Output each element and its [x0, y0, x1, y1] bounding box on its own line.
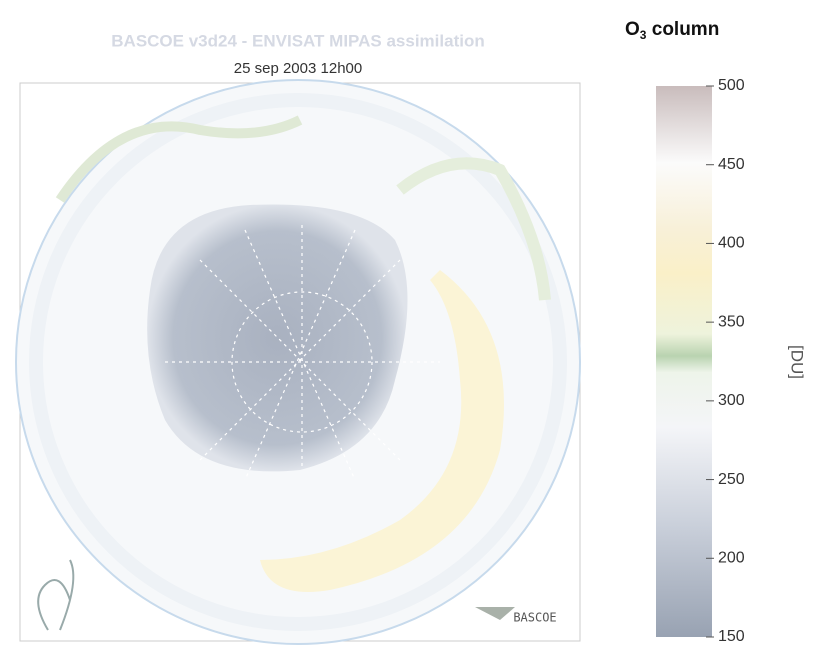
tick-label: 300 [718, 392, 745, 409]
page: BASCOE v3d24 - ENVISAT MIPAS assimilatio… [0, 0, 814, 647]
colorbar [656, 86, 712, 637]
tick-label: 250 [718, 471, 745, 488]
figure: BASCOE v3d24 - ENVISAT MIPAS assimilatio… [0, 0, 814, 647]
tick-label: 450 [718, 156, 745, 173]
colorbar-unit: [DU] [788, 345, 807, 379]
map-title: BASCOE v3d24 - ENVISAT MIPAS assimilatio… [111, 31, 484, 50]
map-subtitle: 25 sep 2003 12h00 [234, 60, 362, 77]
tick-label: 350 [718, 313, 745, 330]
tick-label: 150 [718, 628, 745, 645]
ozone-hole [147, 204, 407, 471]
tick-label: 400 [718, 235, 745, 252]
colorbar-title-base: O [625, 19, 640, 40]
logo-text: BASCOE [513, 611, 556, 625]
colorbar-title: O3 column [625, 19, 719, 42]
tick-label: 200 [718, 550, 745, 567]
tick-label: 500 [718, 77, 745, 94]
colorbar-title-rest: column [646, 19, 719, 40]
